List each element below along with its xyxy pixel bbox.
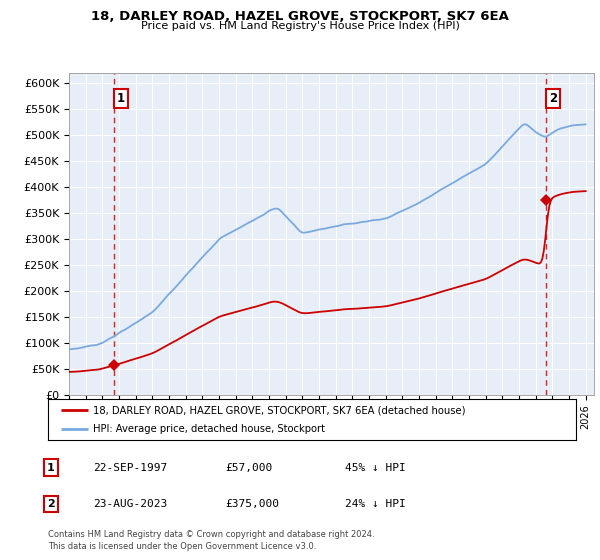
Text: 18, DARLEY ROAD, HAZEL GROVE, STOCKPORT, SK7 6EA: 18, DARLEY ROAD, HAZEL GROVE, STOCKPORT,…	[91, 10, 509, 22]
Text: 24% ↓ HPI: 24% ↓ HPI	[345, 499, 406, 509]
Text: 1: 1	[117, 92, 125, 105]
Text: 2: 2	[47, 499, 55, 509]
Text: 1: 1	[47, 463, 55, 473]
Text: 2: 2	[549, 92, 557, 105]
Text: 18, DARLEY ROAD, HAZEL GROVE, STOCKPORT, SK7 6EA (detached house): 18, DARLEY ROAD, HAZEL GROVE, STOCKPORT,…	[93, 405, 466, 415]
Text: £57,000: £57,000	[225, 463, 272, 473]
Text: 22-SEP-1997: 22-SEP-1997	[93, 463, 167, 473]
Text: 23-AUG-2023: 23-AUG-2023	[93, 499, 167, 509]
Text: Price paid vs. HM Land Registry's House Price Index (HPI): Price paid vs. HM Land Registry's House …	[140, 21, 460, 31]
Text: Contains HM Land Registry data © Crown copyright and database right 2024.
This d: Contains HM Land Registry data © Crown c…	[48, 530, 374, 551]
Text: HPI: Average price, detached house, Stockport: HPI: Average price, detached house, Stoc…	[93, 424, 325, 433]
Text: 45% ↓ HPI: 45% ↓ HPI	[345, 463, 406, 473]
Text: £375,000: £375,000	[225, 499, 279, 509]
